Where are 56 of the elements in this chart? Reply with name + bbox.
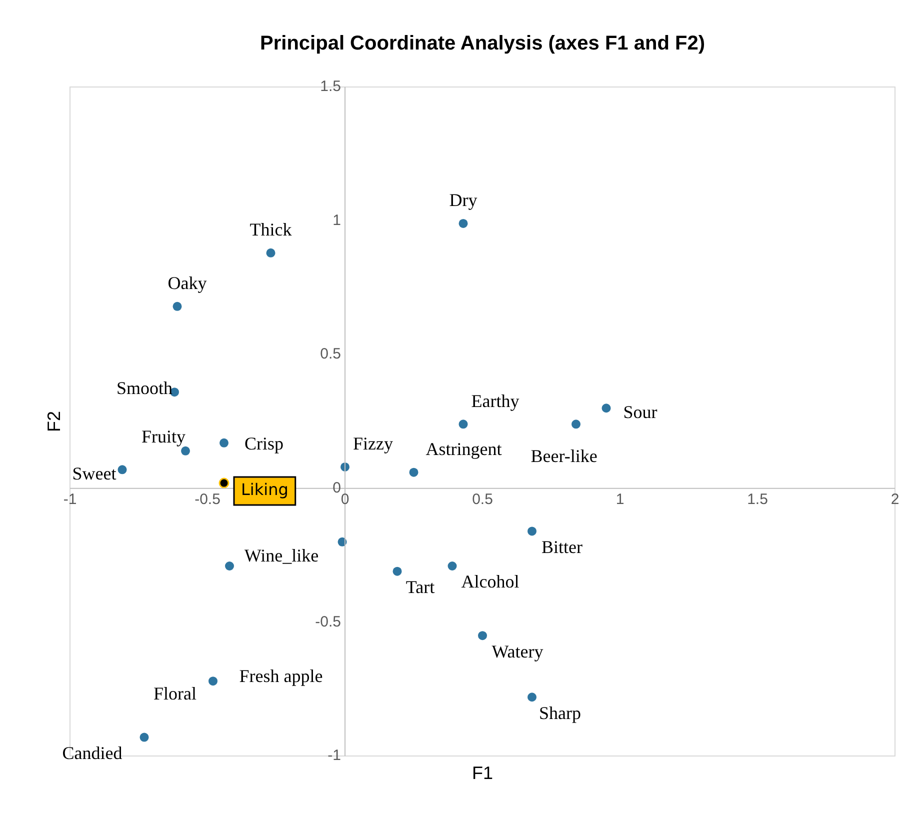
data-label: Wine_like [244, 546, 319, 566]
point [218, 478, 230, 488]
data-label: Sweet [72, 463, 116, 484]
data-label: Dry [449, 190, 478, 210]
data-label: Liking [240, 480, 288, 500]
x-tick-label: -0.5 [194, 491, 220, 508]
data-label: Thick [250, 220, 292, 240]
point [458, 218, 468, 228]
data-label: Earthy [471, 390, 520, 411]
point [528, 692, 536, 702]
data-label: Sour [623, 402, 658, 422]
data-label: Watery [492, 641, 544, 662]
y-tick-label: 0 [332, 480, 341, 497]
data-label: Fizzy [353, 434, 393, 454]
y-tick-label: -1 [328, 747, 341, 764]
point [458, 420, 468, 429]
y-tick-label: 1.5 [320, 78, 341, 96]
data-label: Oaky [168, 273, 207, 294]
point [409, 468, 418, 477]
point [118, 465, 127, 474]
x-tick-label: 2 [890, 491, 900, 508]
data-label: Astringent [426, 439, 502, 460]
point [140, 732, 149, 742]
point [392, 566, 402, 576]
data-label: Fresh apple [239, 666, 323, 686]
chart-title: Principal Coordinate Analysis (axes F1 and F2) [260, 32, 705, 55]
data-label: Tart [406, 577, 435, 598]
data-label: Alcohol [461, 572, 520, 592]
data-label: Bitter [542, 536, 582, 557]
point [528, 526, 536, 536]
x-tick-label: -1 [63, 491, 77, 508]
point [448, 562, 457, 571]
x-tick-label: 0.5 [472, 491, 493, 508]
x-tick-label: 1.5 [747, 491, 768, 508]
point [181, 446, 190, 456]
point [602, 404, 611, 413]
data-label: Sharp [539, 702, 581, 723]
annotation: Floral [154, 684, 196, 704]
point [572, 420, 580, 429]
y-tick-label: -0.5 [315, 613, 341, 630]
data-label: Fruity [141, 426, 186, 447]
data-label: Candied [62, 743, 122, 763]
data-label: Beer-like [530, 446, 598, 466]
point [266, 248, 276, 258]
point [225, 562, 234, 571]
y-tick-label: 1 [332, 212, 341, 229]
y-tick-label: 0.5 [320, 346, 341, 363]
data-label: Smooth [116, 378, 173, 398]
point [208, 676, 218, 686]
x-tick-label: 1 [616, 491, 624, 508]
point [478, 631, 487, 640]
y-axis-title: F2 [44, 410, 64, 432]
point [220, 438, 228, 448]
point [172, 302, 182, 311]
data-label: Crisp [244, 434, 284, 454]
x-axis-title: F1 [472, 762, 494, 783]
